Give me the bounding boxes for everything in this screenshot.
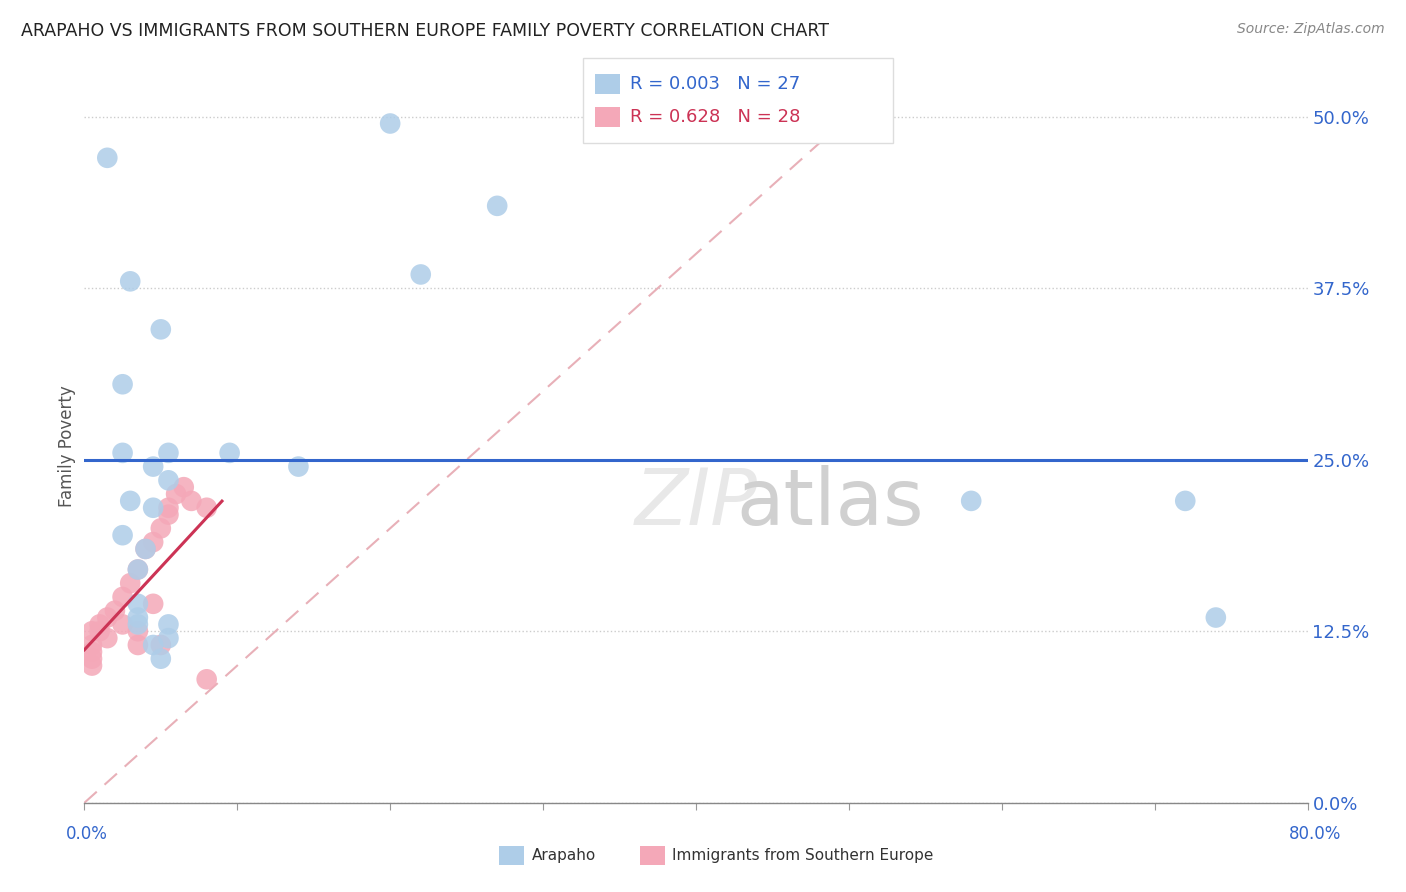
Point xyxy=(135,541,157,556)
Text: 80.0%: 80.0% xyxy=(1288,825,1341,843)
Point xyxy=(111,446,134,460)
Point xyxy=(149,651,172,665)
Point xyxy=(80,624,103,639)
Point xyxy=(195,673,218,687)
Point xyxy=(149,638,172,652)
Point xyxy=(111,590,134,604)
Point xyxy=(120,576,142,591)
Point xyxy=(157,617,180,632)
Point xyxy=(157,631,180,645)
Point xyxy=(142,500,165,515)
Point xyxy=(409,268,432,282)
Point xyxy=(80,638,103,652)
Point xyxy=(120,274,142,288)
Point xyxy=(149,521,172,535)
Point xyxy=(120,494,142,508)
Point xyxy=(80,658,103,673)
Point xyxy=(287,459,309,474)
Point xyxy=(80,651,103,665)
Text: Source: ZipAtlas.com: Source: ZipAtlas.com xyxy=(1237,22,1385,37)
Point xyxy=(157,500,180,515)
Point xyxy=(96,151,118,165)
Point xyxy=(96,631,118,645)
Text: ZIP: ZIP xyxy=(634,465,758,541)
Point xyxy=(157,446,180,460)
Point xyxy=(157,473,180,487)
Point xyxy=(218,446,240,460)
Point xyxy=(149,322,172,336)
Text: ARAPAHO VS IMMIGRANTS FROM SOUTHERN EUROPE FAMILY POVERTY CORRELATION CHART: ARAPAHO VS IMMIGRANTS FROM SOUTHERN EURO… xyxy=(21,22,830,40)
Point xyxy=(127,610,149,624)
Point xyxy=(157,508,180,522)
Point xyxy=(165,487,187,501)
Point xyxy=(142,535,165,549)
Point xyxy=(127,624,149,639)
Text: 0.0%: 0.0% xyxy=(66,825,108,843)
Point xyxy=(127,638,149,652)
Point xyxy=(96,610,118,624)
Point xyxy=(127,562,149,576)
Text: atlas: atlas xyxy=(737,465,924,541)
Point xyxy=(142,459,165,474)
Point xyxy=(80,645,103,659)
Point xyxy=(173,480,195,494)
Point xyxy=(142,597,165,611)
Point xyxy=(380,116,402,130)
Text: Immigrants from Southern Europe: Immigrants from Southern Europe xyxy=(672,848,934,863)
Point xyxy=(111,617,134,632)
Point xyxy=(960,494,983,508)
Point xyxy=(180,494,202,508)
Text: R = 0.628   N = 28: R = 0.628 N = 28 xyxy=(630,108,800,126)
Point xyxy=(1205,610,1227,624)
Point xyxy=(89,624,111,639)
Point xyxy=(142,638,165,652)
Point xyxy=(89,617,111,632)
Text: Arapaho: Arapaho xyxy=(531,848,596,863)
Point xyxy=(111,528,134,542)
Point xyxy=(127,597,149,611)
Point xyxy=(195,500,218,515)
Point xyxy=(486,199,509,213)
Point xyxy=(111,377,134,392)
Point xyxy=(127,617,149,632)
Point xyxy=(104,604,127,618)
Point xyxy=(135,541,157,556)
Point xyxy=(1174,494,1197,508)
Point xyxy=(127,562,149,576)
Y-axis label: Family Poverty: Family Poverty xyxy=(58,385,76,507)
Text: R = 0.003   N = 27: R = 0.003 N = 27 xyxy=(630,75,800,93)
